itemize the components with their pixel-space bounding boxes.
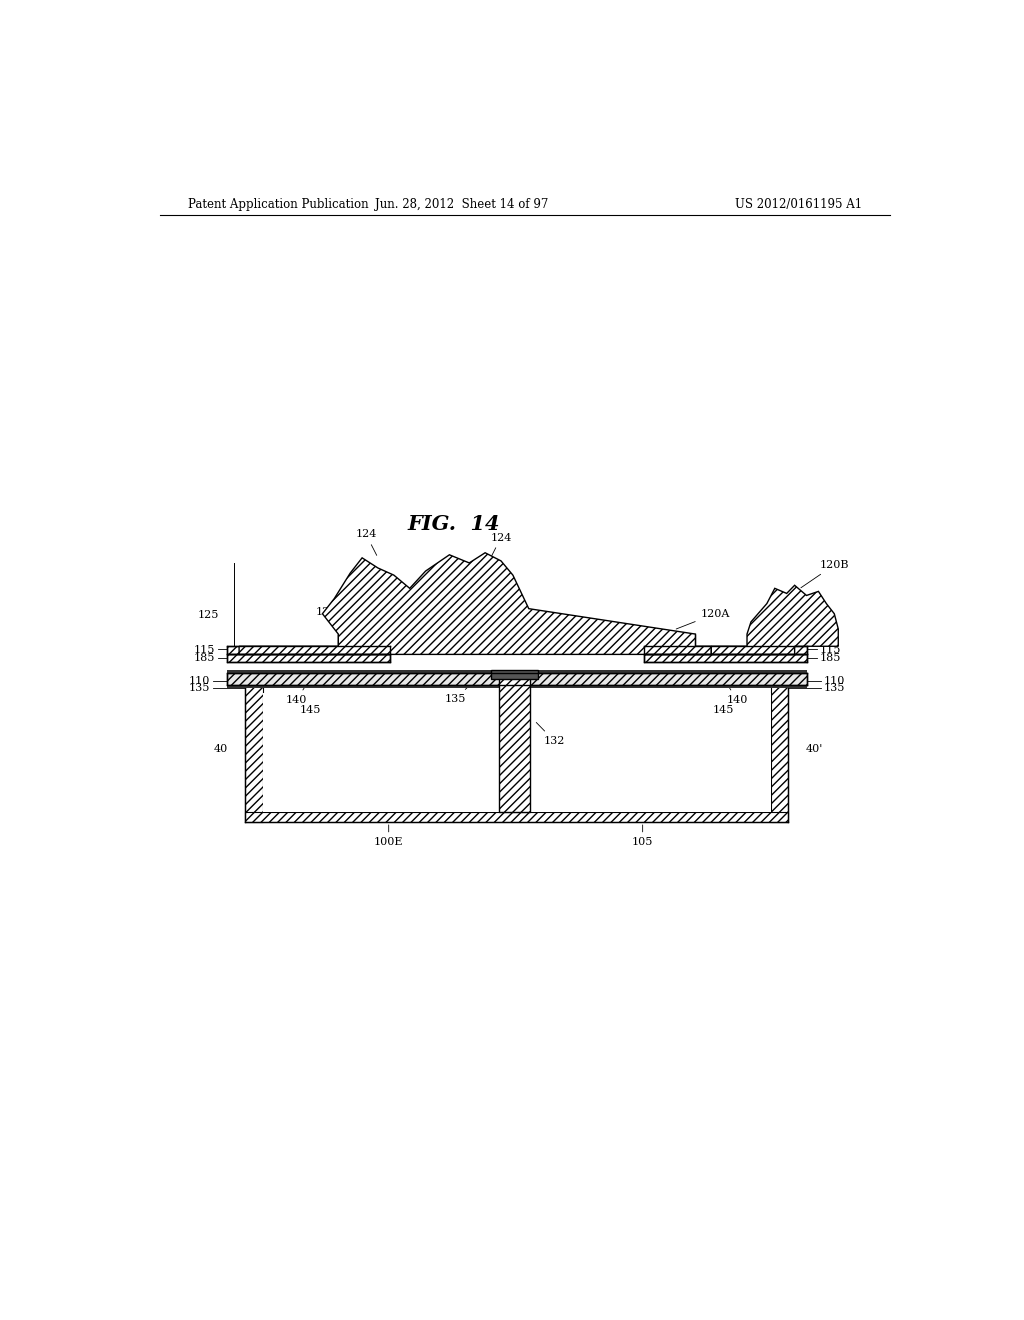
Text: 145: 145 (713, 705, 734, 715)
Text: 115: 115 (819, 645, 841, 655)
Polygon shape (240, 553, 712, 655)
Bar (490, 669, 539, 678)
Bar (263, 693, 771, 812)
Text: 120A: 120A (676, 609, 730, 630)
Text: 124: 124 (490, 532, 512, 558)
Text: 110: 110 (824, 676, 846, 686)
Bar (227, 685, 807, 688)
Text: 140: 140 (726, 684, 748, 705)
Text: 185: 185 (819, 653, 841, 664)
Text: 132: 132 (537, 722, 565, 746)
Text: 145: 145 (300, 705, 322, 715)
Text: 115: 115 (194, 645, 215, 655)
Bar (246, 812, 788, 822)
Text: 120A: 120A (315, 607, 357, 628)
Bar (338, 634, 382, 647)
Bar (652, 634, 695, 647)
Bar (227, 673, 807, 685)
Bar (644, 655, 807, 661)
Bar (499, 673, 530, 812)
Text: 185: 185 (194, 653, 215, 664)
Text: 125: 125 (198, 610, 219, 620)
Text: US 2012/0161195 A1: US 2012/0161195 A1 (735, 198, 862, 211)
Text: FIG.  14: FIG. 14 (408, 515, 500, 535)
Text: 40: 40 (214, 744, 228, 755)
Text: 110: 110 (188, 676, 210, 686)
Text: 120B: 120B (801, 560, 849, 587)
Text: Patent Application Publication: Patent Application Publication (187, 198, 369, 211)
Text: 140: 140 (286, 684, 307, 705)
Text: 135: 135 (824, 682, 846, 693)
Text: 100E: 100E (374, 825, 403, 847)
Bar (227, 647, 390, 655)
Text: 135: 135 (188, 682, 210, 693)
Text: 124: 124 (355, 529, 377, 556)
Bar (227, 669, 807, 673)
Bar (227, 655, 390, 661)
Bar (644, 647, 807, 655)
Text: Jun. 28, 2012  Sheet 14 of 97: Jun. 28, 2012 Sheet 14 of 97 (375, 198, 548, 211)
Bar (246, 685, 263, 822)
Text: 40': 40' (806, 744, 823, 755)
Text: 135: 135 (444, 678, 477, 704)
Polygon shape (712, 585, 839, 655)
Text: 105: 105 (632, 825, 653, 847)
Bar (771, 685, 788, 822)
